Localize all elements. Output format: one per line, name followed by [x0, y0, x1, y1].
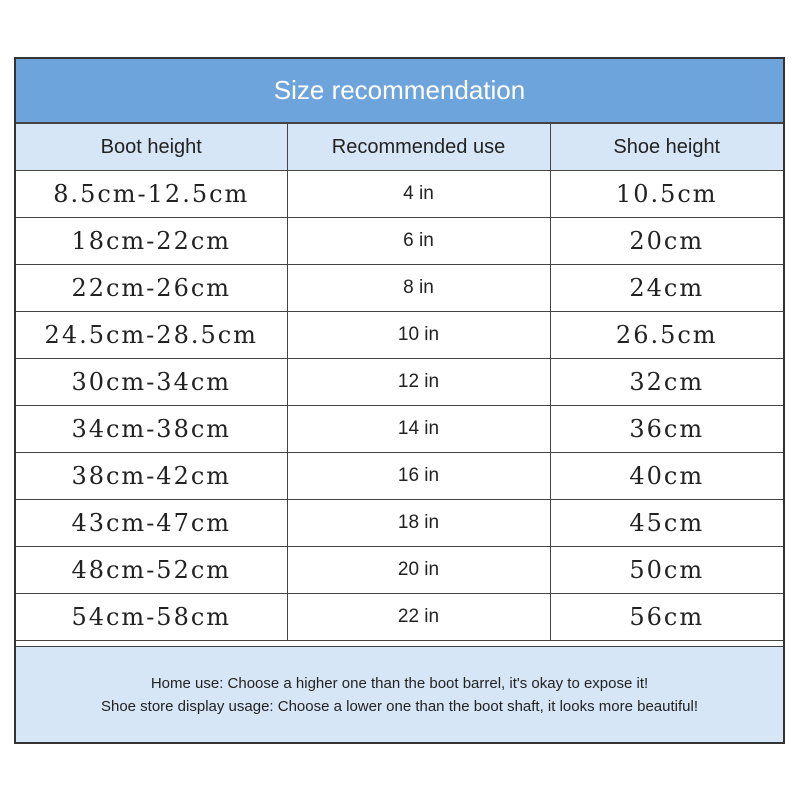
header-recommended-use: Recommended use: [286, 123, 551, 171]
cell-boot-height: 8.5cm-12.5cm: [16, 170, 288, 218]
cell-boot-height: 38cm-42cm: [16, 452, 288, 500]
cell-recommended-use: 8 in: [286, 264, 551, 312]
note-store-display: Shoe store display usage: Choose a lower…: [100, 697, 699, 715]
table-row: 38cm-42cm 16 in 40cm: [16, 452, 783, 500]
cell-recommended-use: 4 in: [286, 170, 551, 218]
cell-recommended-use: 6 in: [286, 217, 551, 265]
header-row: Boot height Recommended use Shoe height: [16, 123, 783, 171]
header-shoe-height: Shoe height: [549, 123, 783, 171]
cell-recommended-use: 22 in: [286, 593, 551, 641]
cell-boot-height: 30cm-34cm: [16, 358, 288, 406]
header-boot-height: Boot height: [16, 123, 288, 171]
table-row: 18cm-22cm 6 in 20cm: [16, 217, 783, 265]
cell-shoe-height: 40cm: [549, 452, 783, 500]
usage-notes: Home use: Choose a higher one than the b…: [16, 646, 783, 742]
cell-boot-height: 48cm-52cm: [16, 546, 288, 594]
table-row: 22cm-26cm 8 in 24cm: [16, 264, 783, 312]
table-row: 48cm-52cm 20 in 50cm: [16, 546, 783, 594]
cell-recommended-use: 16 in: [286, 452, 551, 500]
cell-boot-height: 22cm-26cm: [16, 264, 288, 312]
cell-shoe-height: 45cm: [549, 499, 783, 547]
cell-shoe-height: 56cm: [549, 593, 783, 641]
cell-boot-height: 18cm-22cm: [16, 217, 288, 265]
table-row: 24.5cm-28.5cm 10 in 26.5cm: [16, 311, 783, 359]
chart-title: Size recommendation: [16, 59, 783, 123]
cell-shoe-height: 20cm: [549, 217, 783, 265]
cell-recommended-use: 14 in: [286, 405, 551, 453]
cell-recommended-use: 18 in: [286, 499, 551, 547]
cell-shoe-height: 10.5cm: [549, 170, 783, 218]
table-row: 30cm-34cm 12 in 32cm: [16, 358, 783, 406]
cell-shoe-height: 36cm: [549, 405, 783, 453]
cell-boot-height: 34cm-38cm: [16, 405, 288, 453]
cell-boot-height: 43cm-47cm: [16, 499, 288, 547]
note-home-use: Home use: Choose a higher one than the b…: [150, 674, 649, 692]
cell-recommended-use: 20 in: [286, 546, 551, 594]
table-row: 34cm-38cm 14 in 36cm: [16, 405, 783, 453]
cell-shoe-height: 26.5cm: [549, 311, 783, 359]
cell-boot-height: 24.5cm-28.5cm: [16, 311, 288, 359]
cell-recommended-use: 10 in: [286, 311, 551, 359]
table-row: 54cm-58cm 22 in 56cm: [16, 593, 783, 641]
table-body: 8.5cm-12.5cm 4 in 10.5cm 18cm-22cm 6 in 20cm 2…: [16, 170, 783, 641]
cell-shoe-height: 32cm: [549, 358, 783, 406]
size-chart: Size recommendation Boot height Recommen…: [14, 57, 785, 744]
cell-recommended-use: 12 in: [286, 358, 551, 406]
cell-boot-height: 54cm-58cm: [16, 593, 288, 641]
cell-shoe-height: 24cm: [549, 264, 783, 312]
cell-shoe-height: 50cm: [549, 546, 783, 594]
size-table: Boot height Recommended use Shoe height …: [16, 123, 783, 641]
table-row: 8.5cm-12.5cm 4 in 10.5cm: [16, 170, 783, 218]
table-row: 43cm-47cm 18 in 45cm: [16, 499, 783, 547]
